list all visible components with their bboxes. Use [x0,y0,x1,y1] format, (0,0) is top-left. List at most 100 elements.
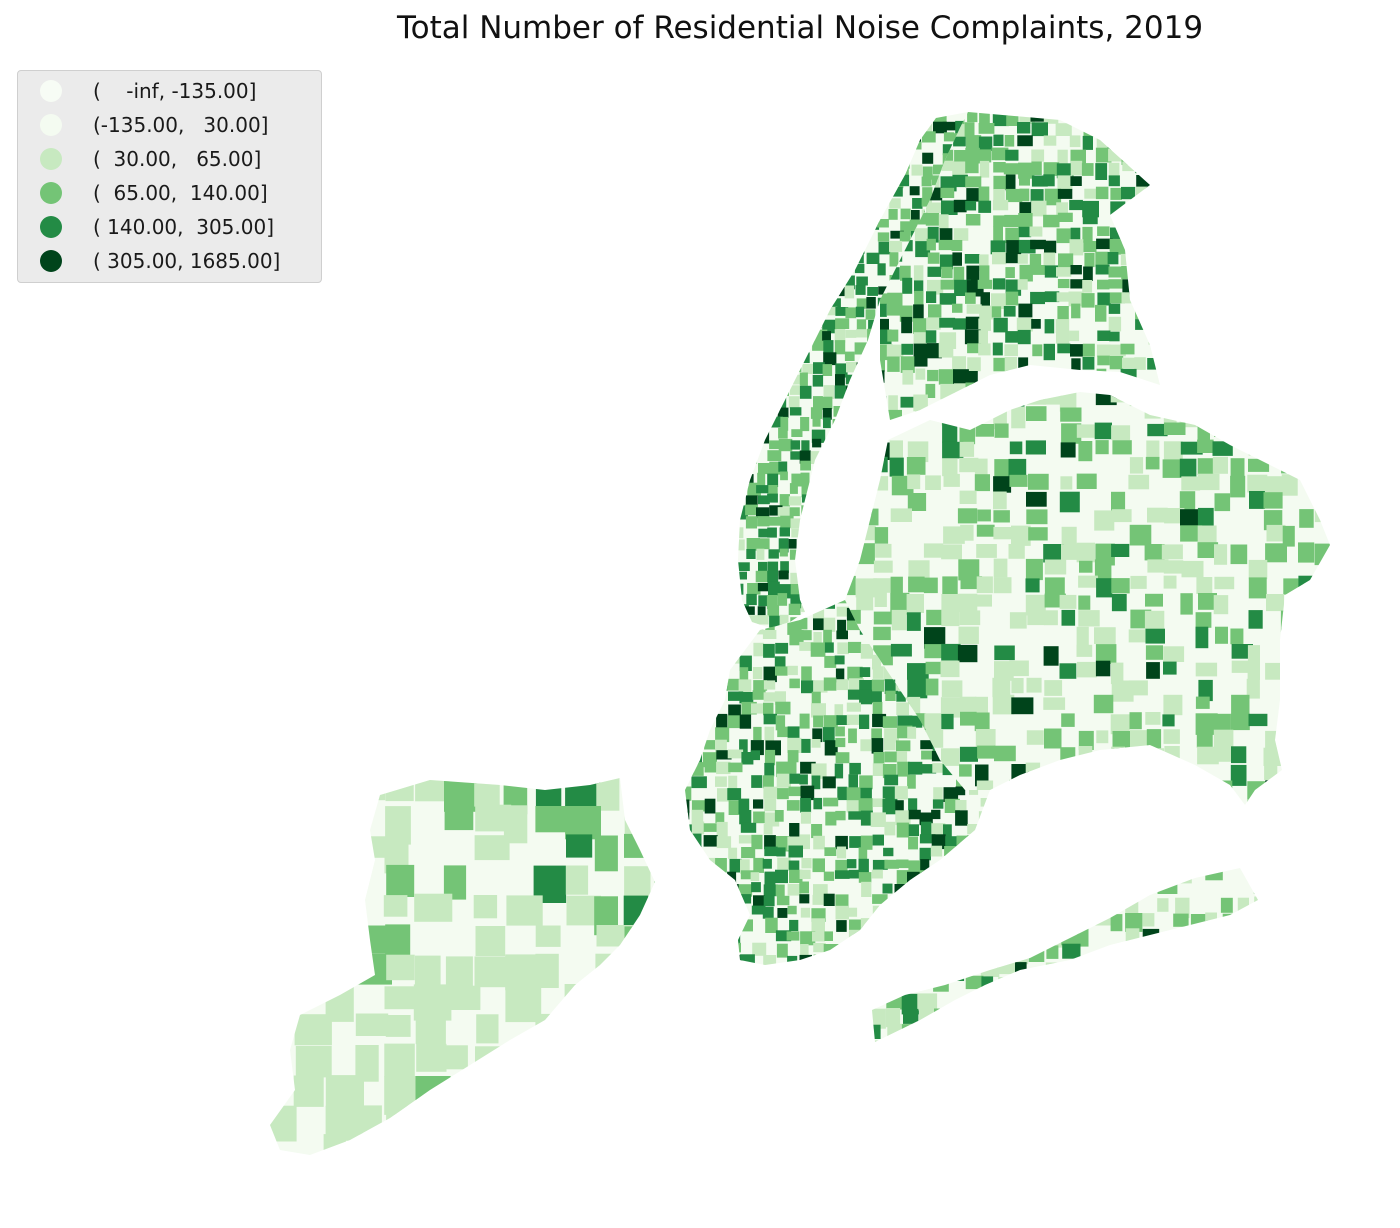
tract [1314,474,1327,493]
tract [1083,124,1098,137]
tract [906,931,919,941]
tract [386,864,415,897]
tract [801,604,812,612]
tract [270,895,293,926]
tract [1093,694,1114,714]
tract [1082,214,1098,225]
tract [756,121,769,133]
tract [833,515,843,526]
tract [1129,524,1152,546]
tract [756,210,766,225]
tract [906,594,924,613]
tract [747,583,761,595]
tract [799,641,815,651]
tract [1334,510,1350,531]
tract [858,872,872,883]
tract [738,419,743,430]
tract [885,690,896,701]
tract [1018,162,1035,179]
tract [867,287,878,296]
tract [846,714,860,725]
tract [872,701,883,717]
tract [928,304,942,318]
tract [1197,439,1214,453]
legend-swatch [40,114,62,136]
tract [887,292,903,307]
tract [1334,746,1351,766]
tract [1095,796,1116,805]
tract [859,714,870,729]
tract [848,774,858,789]
tract [1109,1039,1130,1042]
tract [1142,928,1160,946]
tract [908,761,923,775]
tract [1110,914,1123,932]
tract [834,340,846,355]
tract [780,317,794,330]
tract [872,859,888,870]
tract [822,221,836,234]
tract [926,343,942,359]
tract [939,293,957,305]
tract [860,739,872,752]
tract [1014,896,1031,915]
tract [799,352,810,363]
tract [1161,544,1183,560]
tract [386,954,415,981]
tract [802,363,814,374]
tract [752,942,767,956]
tract [1191,928,1204,944]
tract [811,572,824,581]
tract [1249,406,1263,427]
tract [1158,1009,1179,1023]
tract [801,112,813,120]
tract [933,868,955,881]
tract [293,1075,324,1107]
tract [729,607,739,620]
tract [776,895,790,906]
tract [1112,440,1132,455]
tract [866,429,879,444]
tract [811,703,826,718]
tract [875,456,888,473]
tract [813,797,823,810]
tract [884,942,894,954]
tract [1094,868,1108,884]
tract [1198,473,1220,491]
tract [745,297,759,311]
tract [872,905,885,917]
tract [966,304,982,314]
tract [889,122,899,132]
tract [920,859,930,875]
tract [1281,474,1298,496]
tract [764,726,775,741]
tract [834,230,846,245]
tract [890,592,910,615]
tract [894,907,906,920]
tract [964,122,975,137]
tract [788,603,801,615]
tract [1147,319,1158,329]
tract [1057,149,1068,164]
tract [802,220,813,232]
tract [505,985,542,1023]
tract [811,691,821,704]
tract [880,293,889,305]
tract [899,144,910,156]
tract [779,286,792,300]
tract [1135,186,1152,201]
tract [384,986,423,1010]
tract [887,329,899,342]
tract [1061,609,1076,626]
tract [1009,660,1029,677]
tract [856,252,864,264]
tract [1196,728,1213,748]
tract [1056,371,1070,382]
tract [476,1076,507,1108]
tract [800,176,810,185]
tract [909,219,920,234]
tract [938,214,949,229]
tract [992,694,1015,715]
tract [822,186,833,200]
tract [913,304,924,322]
